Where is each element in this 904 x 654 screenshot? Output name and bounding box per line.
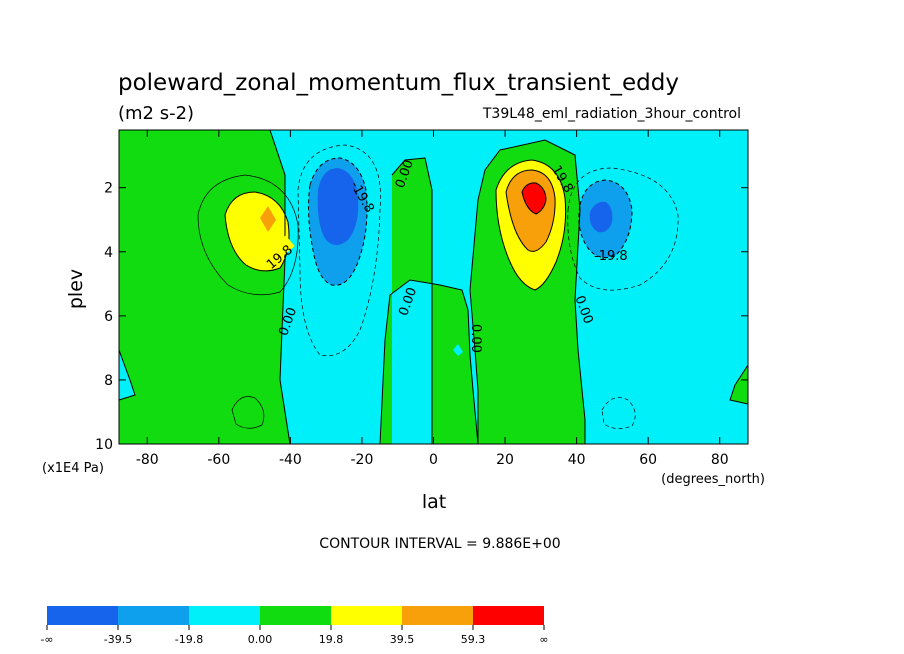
contour-nh-neg-outer: [578, 179, 633, 259]
colorbar-label: -39.5: [104, 633, 132, 646]
contour-nh-pos-outer: [495, 159, 567, 291]
x-tick-label: -80: [136, 452, 159, 468]
colorbar-swatch: [47, 606, 118, 625]
zero-contour-nh: [469, 139, 586, 444]
x-tick-label: 60: [639, 452, 657, 468]
colorbar-swatch: [473, 606, 544, 625]
x-axis-units: (degrees_north): [661, 472, 765, 487]
contour-nh-neg-wide: [567, 167, 679, 291]
zero-contour-eq: [391, 157, 433, 444]
x-tick-label: 20: [496, 452, 514, 468]
contour-interval: CONTOUR INTERVAL = 9.886E+00: [319, 536, 560, 552]
contour-sh-neg-outer: [308, 157, 368, 286]
y-axis-label: plev: [65, 269, 87, 309]
y-tick-label: 2: [104, 181, 113, 197]
zero-contour-right-edge: [729, 364, 748, 405]
colorbar-label: -∞: [40, 633, 53, 646]
x-tick-label: -20: [351, 452, 374, 468]
colorbar: -∞ -39.5 -19.8 0.00 19.8 39.5 59.3 ∞: [40, 606, 549, 646]
contour-sh-neg-wide: [297, 144, 381, 357]
colorbar-label: 59.3: [461, 633, 486, 646]
fill-positive-right-edge: [730, 365, 748, 404]
x-tick-label: 0: [429, 452, 438, 468]
contour-label-7: -19.8: [594, 249, 628, 264]
fill-pos-nh-inner: [522, 182, 546, 214]
fill-island-2: [453, 344, 463, 356]
x-tick-label: -60: [207, 452, 230, 468]
y-axis-units: (x1E4 Pa): [42, 461, 104, 476]
x-axis-label: lat: [422, 491, 446, 513]
colorbar-swatch: [402, 606, 473, 625]
colorbar-label: ∞: [539, 633, 548, 646]
chart-title: poleward_zonal_momentum_flux_transient_e…: [118, 70, 679, 96]
contour-sh-pos-wide: [197, 174, 299, 296]
x-axis: -80 -60 -40 -20 0 20 40 60 80: [136, 130, 729, 468]
contour-label-8: 0.00: [468, 324, 483, 353]
fill-positive-eq-strip: [380, 158, 478, 444]
x-tick-label: 80: [711, 452, 729, 468]
colorbar-swatch: [118, 606, 189, 625]
chart-dataset: T39L48_eml_radiation_3hour_control: [482, 106, 741, 122]
colorbar-swatch: [260, 606, 331, 625]
zero-contour-eq-loop: [379, 279, 479, 444]
contour-nh-neg-small: [601, 397, 636, 429]
contour-nh-pos-inner: [521, 182, 547, 215]
colorbar-label: 19.8: [319, 633, 344, 646]
x-tick-label: -40: [279, 452, 302, 468]
contour-sw-small: [231, 396, 265, 429]
fill-island-1: [404, 345, 414, 356]
y-tick-label: 4: [104, 245, 113, 261]
fill-neg-sh-inner: [317, 168, 359, 245]
contour-nh-pos-mid: [505, 169, 556, 252]
zero-contour-left-edge: [119, 349, 136, 401]
zero-contour-sh: [269, 130, 291, 444]
colorbar-label: -19.8: [175, 633, 203, 646]
colorbar-swatch: [189, 606, 260, 625]
fill-pos-sh-inner: [260, 206, 276, 232]
y-axis: 2 4 6 8 10: [95, 181, 748, 453]
chart-units: (m2 s-2): [118, 103, 194, 124]
fill-neg-nh-inner: [589, 201, 613, 233]
y-tick-label: 8: [104, 373, 113, 389]
fill-positive-sh-lobe: [119, 130, 290, 444]
colorbar-swatch: [331, 606, 402, 625]
colorbar-label: 0.00: [248, 633, 273, 646]
colorbar-label: 39.5: [390, 633, 415, 646]
contour-fill: [119, 130, 748, 444]
y-tick-label: 10: [95, 437, 113, 453]
x-tick-label: 40: [568, 452, 586, 468]
y-tick-label: 6: [104, 309, 113, 325]
